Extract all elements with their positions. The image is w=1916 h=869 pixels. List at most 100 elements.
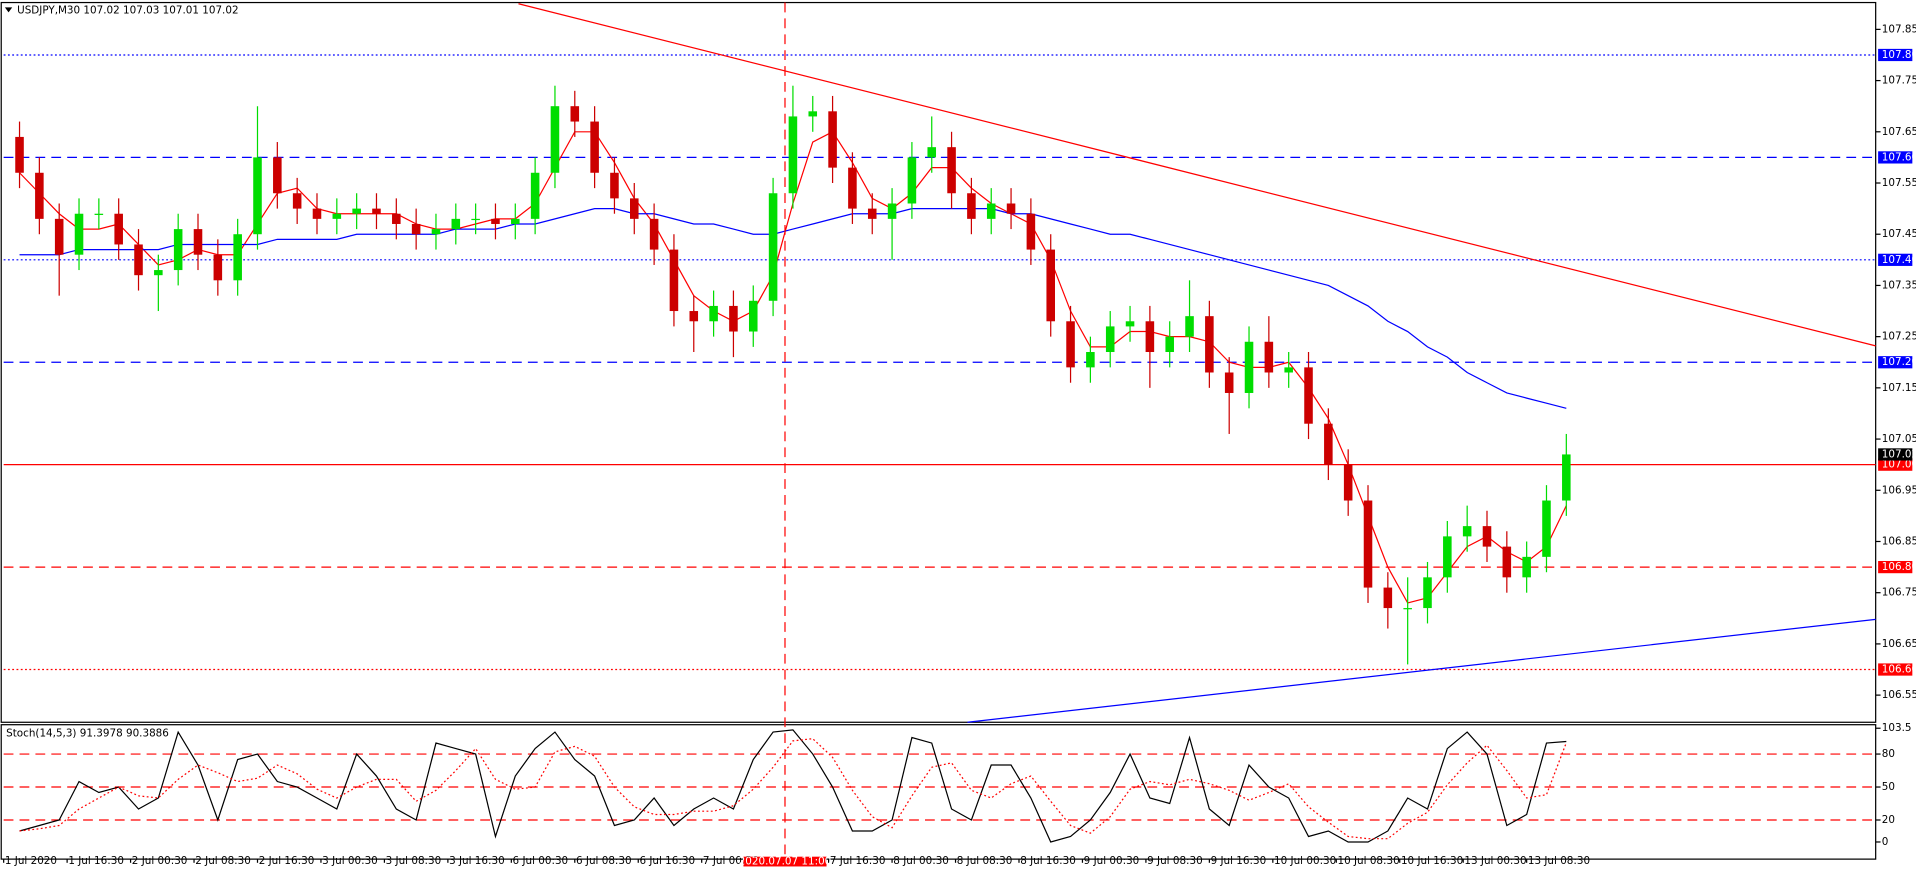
candle-body	[808, 111, 818, 117]
candle-body	[114, 213, 123, 245]
candle-body	[1403, 608, 1412, 610]
candle-body	[54, 218, 64, 255]
candle-body	[530, 172, 540, 219]
x-tick-label: 3 Jul 16:30	[449, 855, 505, 867]
candle-body	[1125, 321, 1135, 327]
candle-body	[1383, 587, 1393, 609]
main-panel-frame	[0, 1, 1877, 723]
candle-body	[689, 311, 699, 322]
candle-body	[173, 229, 183, 271]
candle-body	[1185, 316, 1194, 337]
level-label: 106.60	[1882, 664, 1916, 676]
candle-body	[590, 121, 599, 173]
x-tick-label: 8 Jul 08:30	[957, 855, 1013, 867]
candle-body	[471, 218, 480, 221]
candle-body	[35, 172, 44, 219]
stoch-panel-frame	[0, 724, 1877, 860]
candle-body	[630, 198, 639, 219]
candle-body	[1006, 203, 1016, 214]
candle-body	[867, 208, 877, 219]
stoch-title: Stoch(14,5,3) 91.3978 90.3886	[6, 727, 169, 739]
x-tick-label: 6 Jul 00:30	[513, 855, 569, 867]
level-label: 107.80	[1882, 49, 1916, 61]
candle-body	[213, 254, 223, 281]
candle-body	[550, 106, 560, 173]
candle-body	[392, 213, 401, 224]
candle-body	[1086, 352, 1095, 368]
candle-body	[768, 193, 778, 301]
x-tick-label: 6 Jul 16:30	[639, 855, 695, 867]
candle-body	[332, 213, 342, 219]
candle-body	[1482, 526, 1492, 547]
x-tick-label: 8 Jul 00:30	[893, 855, 949, 867]
x-tick-label: 10 Jul 16:30	[1401, 855, 1463, 867]
y-tick-label: 107.55	[1882, 177, 1916, 189]
candle-body	[1304, 367, 1313, 424]
candle-body	[511, 218, 520, 224]
candle-body	[253, 157, 262, 235]
candle-body	[967, 193, 976, 219]
candle-body	[1502, 546, 1512, 578]
symbol-header: USDJPY,M30 107.02 107.03 107.01 107.02	[17, 4, 238, 16]
x-tick-label: 2 Jul 08:30	[195, 855, 251, 867]
candle-body	[372, 208, 381, 214]
level-label: 107.40	[1882, 254, 1916, 266]
x-tick-label: 8 Jul 16:30	[1020, 855, 1076, 867]
candle-body	[570, 106, 580, 122]
x-tick-label: 1 Jul 16:30	[68, 855, 124, 867]
candle-body	[1542, 500, 1551, 557]
x-tick-label: 9 Jul 08:30	[1147, 855, 1203, 867]
candle-body	[352, 208, 361, 214]
x-tick-label: 2 Jul 00:30	[132, 855, 188, 867]
candle-body	[1343, 464, 1353, 501]
candle-body	[1205, 316, 1214, 373]
level-label: 107.20	[1882, 356, 1916, 368]
candle-body	[1562, 454, 1571, 501]
x-tick-label: 1 Jul 2020	[5, 855, 57, 867]
x-tick-label: 6 Jul 08:30	[576, 855, 632, 867]
stoch-line	[19, 738, 1567, 840]
candle-body	[1105, 326, 1115, 353]
candle-body	[273, 157, 282, 194]
trend-line	[518, 3, 1876, 347]
candle-body	[1324, 423, 1333, 465]
y-tick-label: 107.25	[1882, 331, 1916, 343]
x-tick-label: 3 Jul 08:30	[386, 855, 442, 867]
x-tick-label: 3 Jul 00:30	[322, 855, 378, 867]
level-label-box	[1878, 253, 1913, 266]
y-tick-label: 106.65	[1882, 638, 1916, 650]
y-tick-label: 103.5	[1882, 722, 1912, 734]
candle-body	[927, 147, 937, 158]
candle-body	[1026, 213, 1036, 250]
candle-body	[154, 270, 163, 276]
candle-body	[1443, 536, 1452, 578]
stoch-line	[19, 729, 1567, 843]
candle-body	[887, 203, 897, 219]
level-label-box	[1878, 663, 1913, 676]
level-label-box	[1878, 356, 1913, 369]
candle-body	[748, 300, 758, 332]
y-tick-label: 107.45	[1882, 228, 1916, 240]
candle-body	[828, 111, 837, 168]
menu-arrow[interactable]	[4, 7, 13, 13]
y-tick-label: 107.35	[1882, 279, 1916, 291]
y-tick-label: 107.75	[1882, 75, 1916, 87]
y-tick-label: 80	[1882, 748, 1895, 760]
x-tick-label: 10 Jul 08:30	[1338, 855, 1400, 867]
y-tick-label: 107.05	[1882, 433, 1916, 445]
moving-average	[19, 208, 1567, 409]
y-tick-label: 20	[1882, 814, 1895, 826]
x-tick-label: 7 Jul 00:30	[703, 855, 759, 867]
candle-body	[312, 208, 322, 219]
y-tick-label: 106.75	[1882, 587, 1916, 599]
level-label-box	[1878, 560, 1913, 574]
candle-body	[292, 193, 302, 209]
candle-body	[1522, 556, 1531, 578]
y-tick-label: 0	[1882, 836, 1889, 848]
level-label-box	[1878, 151, 1913, 164]
candle-body	[649, 218, 659, 250]
level-label-box	[1878, 458, 1913, 471]
candle-body	[233, 234, 242, 281]
